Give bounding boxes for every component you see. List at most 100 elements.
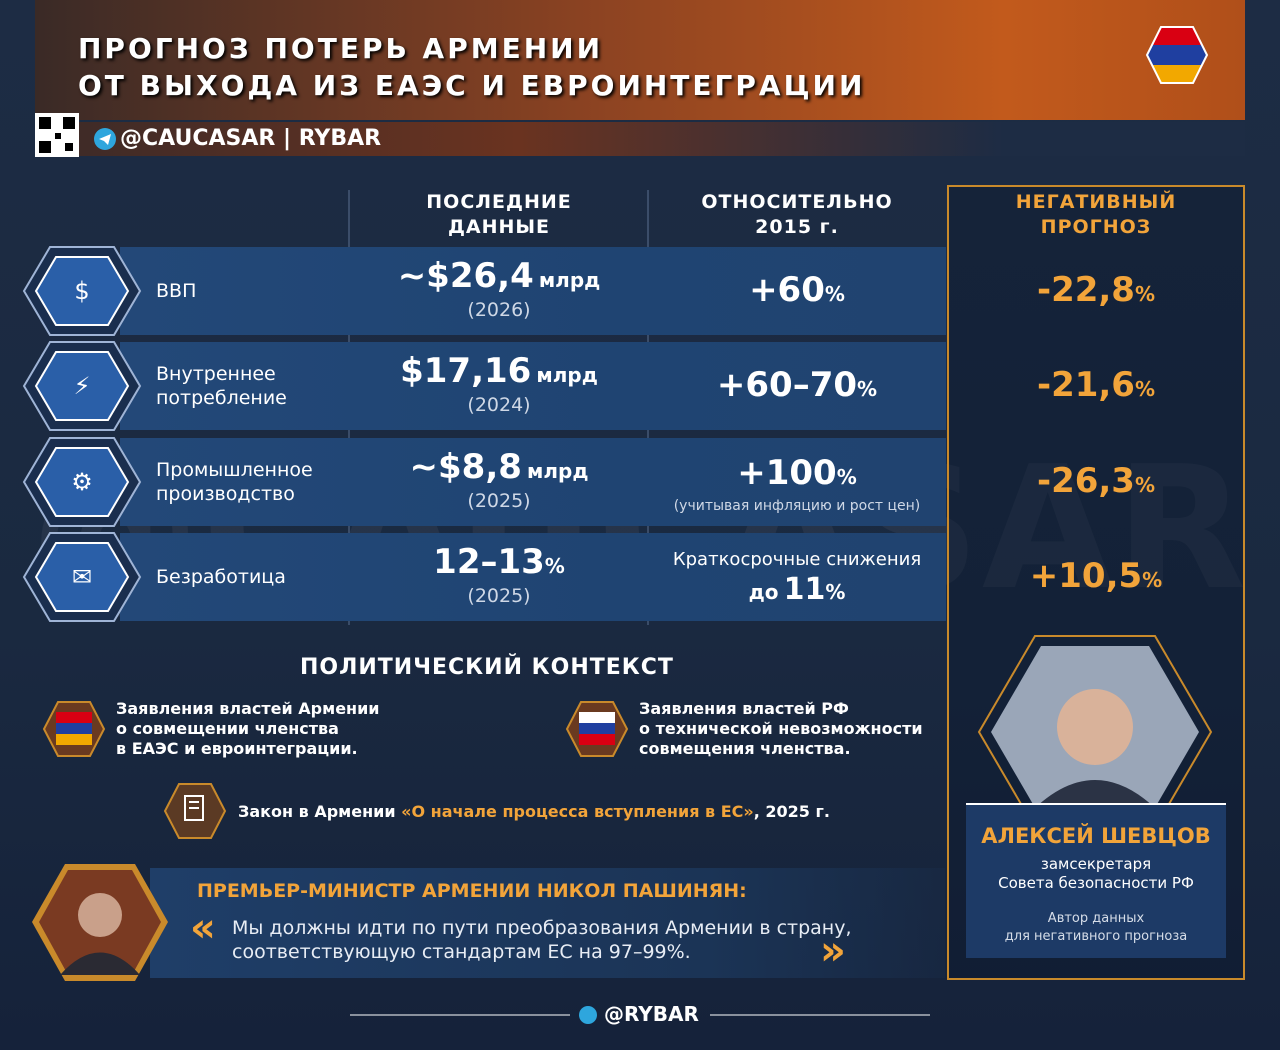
negative-value: -22,8 [1036,270,1135,310]
latest-value: ~$26,4 [397,256,534,296]
flag-russia-icon [565,701,629,757]
law-text: Закон в Армении [238,802,396,821]
relative-line: до 11% [648,573,946,611]
relative-unit: % [836,465,857,489]
flag-armenia [1145,26,1209,84]
portrait-shevtsov [977,635,1213,829]
relative-unit: % [825,580,846,604]
flag-armenia-icon [42,701,106,757]
relative-line: +60% [648,273,946,313]
row-icon: ✉ [22,532,142,622]
latest-year: (2026) [467,299,531,321]
negative-cell: -26,3% [947,464,1245,504]
relative-line: +100% [648,456,946,496]
quote-text: Мы должны идти по пути преобразования Ар… [232,917,852,963]
relative-note: (учитывая инфляцию и рост цен) [673,498,921,514]
row-band [120,247,946,335]
section-title: ПОЛИТИЧЕСКИЙ КОНТЕКСТ [300,655,674,680]
header-band [35,0,1245,120]
person-role: замсекретаря Совета безопасности РФ [998,855,1194,892]
negative-value: -26,3 [1036,461,1135,501]
row-band [120,533,946,621]
document-icon [163,783,227,839]
telegram-icon [94,128,116,150]
latest-year: (2025) [467,490,531,512]
negative-cell: -21,6% [947,368,1245,408]
latest-line: ~$8,8 млрд [350,450,648,490]
latest-value: ~$8,8 [409,447,522,487]
icon-part [34,351,130,421]
row-icon: ⚙ [22,437,142,527]
negative-value: -21,6 [1036,365,1135,405]
footer-line [350,1006,930,1024]
person-note: Автор данных для негативного прогноза [1004,911,1188,944]
law-text: , 2025 г. [753,802,830,821]
qr-code [35,113,79,157]
icon-part [34,542,130,612]
quote-mark: « [190,905,216,951]
relative-line: +60–70% [648,368,946,408]
relative-unit: % [824,282,845,306]
latest-line: $17,16 млрд [350,354,648,394]
quote-band [150,868,945,978]
person-card [966,803,1226,958]
negative-unit: % [1134,473,1156,497]
latest-cell: 12–13% (2025) [350,545,648,607]
row-band [120,438,946,526]
latest-value: 12–13 [433,542,545,582]
latest-year: (2025) [467,585,531,607]
icon-part: ⚡ [74,372,91,400]
person-name: АЛЕКСЕЙ ШЕВЦОВ [981,824,1211,848]
statement: Заявления властей РФ о технической невоз… [639,699,923,758]
law: Закон в Армении «О начале процесса вступ… [238,802,830,821]
negative-cell: -22,8% [947,273,1245,313]
latest-unit: млрд [538,268,601,292]
icon-part: ⚙ [71,468,93,496]
latest-unit: % [544,554,565,578]
column-header: ОТНОСИТЕЛЬНО 2015 г. [701,191,893,238]
quote-mark: » [820,928,846,974]
latest-line: ~$26,4 млрд [350,259,648,299]
row-label: Внутреннее потребление [156,363,287,409]
row-label: Промышленное производство [156,459,313,505]
portrait-pashinyan [32,864,168,981]
icon-part: $ [74,277,89,305]
latest-cell: ~$26,4 млрд (2026) [350,259,648,321]
relative-value: +60 [749,270,825,310]
latest-unit: млрд [527,459,589,483]
row-label: Безработица [156,566,286,588]
icon-part: ✉ [72,563,92,591]
handle-band [35,122,1245,156]
latest-line: 12–13% [350,545,648,585]
latest-value: $17,16 [400,351,532,391]
row-icon: $ [22,246,142,336]
negative-value: +10,5 [1029,556,1143,596]
row-label: ВВП [156,280,197,302]
latest-cell: $17,16 млрд (2024) [350,354,648,416]
icon-part [34,447,130,517]
icon-part [34,256,130,326]
negative-unit: % [1134,377,1156,401]
column-header: ПОСЛЕДНИЕ ДАННЫЕ [426,191,572,238]
relative-cell: +100% (учитывая инфляцию и рост цен) [648,456,946,516]
title-line: ПРОГНОЗ ПОТЕРЬ АРМЕНИИ [78,32,604,65]
relative-value: 11 [783,572,826,607]
latest-year: (2024) [467,394,531,416]
latest-cell: ~$8,8 млрд (2025) [350,450,648,512]
title-line: ОТ ВЫХОДА ИЗ ЕАЭС И ЕВРОИНТЕГРАЦИИ [78,69,866,102]
negative-unit: % [1134,282,1156,306]
negative-cell: +10,5% [947,559,1245,599]
handle: @CAUCASAR | RYBAR [120,126,382,151]
row-band [120,342,946,430]
relative-cell: +60% [648,273,946,313]
relative-cell: +60–70% [648,368,946,408]
quote-speaker: ПРЕМЬЕР-МИНИСТР АРМЕНИИ НИКОЛ ПАШИНЯН: [197,880,747,902]
relative-value: +60–70 [716,365,858,405]
relative-unit: % [857,377,878,401]
relative-intro: Краткосрочные снижения [672,549,922,570]
relative-value: +100 [737,453,837,493]
negative-unit: % [1142,568,1163,592]
title: ПРОГНОЗ ПОТЕРЬ АРМЕНИИ ОТ ВЫХОДА ИЗ ЕАЭС … [78,30,865,104]
law-title: «О начале процесса вступления в ЕС» [401,802,754,821]
